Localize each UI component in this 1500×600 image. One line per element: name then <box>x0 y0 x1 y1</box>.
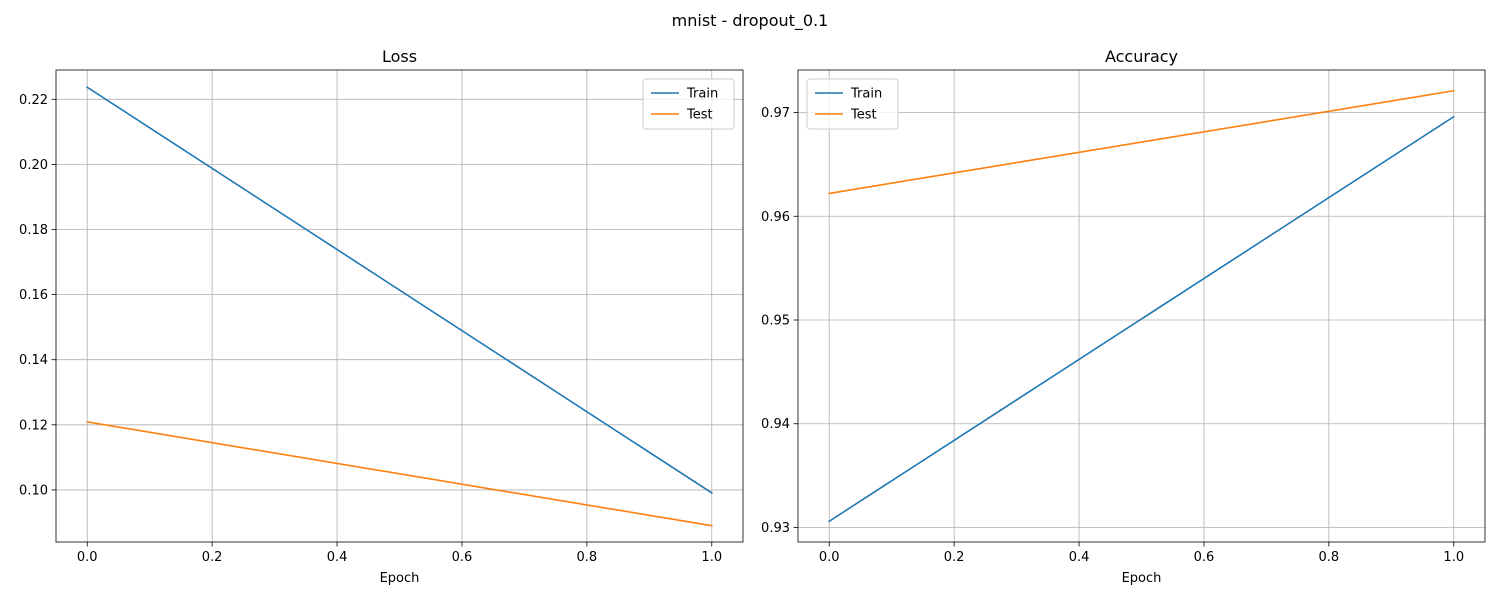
accuracy-legend-box <box>806 78 899 130</box>
loss-legend-test-label: Test <box>686 108 713 123</box>
accuracy-xtick-label: 1.0 <box>1443 550 1464 565</box>
accuracy-xtick-label: 0.4 <box>1069 550 1090 565</box>
loss-xlabel: Epoch <box>380 571 420 586</box>
accuracy-xtick-label: 0.2 <box>944 550 965 565</box>
loss-axes-frame <box>55 69 744 543</box>
loss-xtick-label: 0.8 <box>577 550 598 565</box>
accuracy-title: Accuracy <box>1105 47 1178 66</box>
loss-ytick-label: 0.20 <box>19 158 48 173</box>
figure-suptitle: mnist - dropout_0.1 <box>672 11 829 31</box>
accuracy-axes-frame <box>797 69 1486 543</box>
accuracy-xlabel: Epoch <box>1122 571 1162 586</box>
loss-xtick-label: 0.6 <box>452 550 473 565</box>
loss-train-line <box>86 86 713 494</box>
accuracy-subplot: Accuracy 0.0 0.2 0.4 0.6 0.8 1.0 0.93 0.94 0.95 0.… <box>761 47 1486 586</box>
accuracy-test-line <box>828 89 1455 195</box>
loss-xtick-label: 0.2 <box>202 550 223 565</box>
accuracy-ytick-label: 0.93 <box>761 521 790 536</box>
accuracy-ytick-label: 0.96 <box>761 210 790 225</box>
loss-xtick-label: 0.4 <box>327 550 348 565</box>
loss-ytick-label: 0.10 <box>19 483 48 498</box>
accuracy-train-line <box>828 115 1455 523</box>
loss-ytick-label: 0.22 <box>19 93 48 108</box>
accuracy-ytick-label: 0.94 <box>761 417 790 432</box>
accuracy-xtick-label: 0.0 <box>819 550 840 565</box>
accuracy-xtick-label: 0.6 <box>1194 550 1215 565</box>
loss-legend: Train Test <box>642 78 735 130</box>
accuracy-ytick-label: 0.97 <box>761 106 790 121</box>
loss-legend-train-label: Train <box>686 87 718 102</box>
loss-xtick-label: 0.0 <box>77 550 98 565</box>
accuracy-legend: Train Test <box>806 78 899 130</box>
loss-ytick-label: 0.18 <box>19 223 48 238</box>
accuracy-legend-train-label: Train <box>850 87 882 102</box>
loss-title: Loss <box>382 47 417 66</box>
accuracy-xtick-label: 0.8 <box>1319 550 1340 565</box>
loss-ytick-label: 0.16 <box>19 288 48 303</box>
accuracy-legend-test-label: Test <box>850 108 877 123</box>
loss-ytick-label: 0.14 <box>19 353 48 368</box>
loss-test-line <box>86 420 713 527</box>
loss-ytick-label: 0.12 <box>19 418 48 433</box>
loss-xtick-label: 1.0 <box>701 550 722 565</box>
loss-subplot: Loss 0.0 0.2 0.4 0.6 0.8 1.0 0.10 0.12 0.14 0.16 0.… <box>19 47 744 586</box>
accuracy-ytick-label: 0.95 <box>761 314 790 329</box>
loss-legend-box <box>642 78 735 130</box>
